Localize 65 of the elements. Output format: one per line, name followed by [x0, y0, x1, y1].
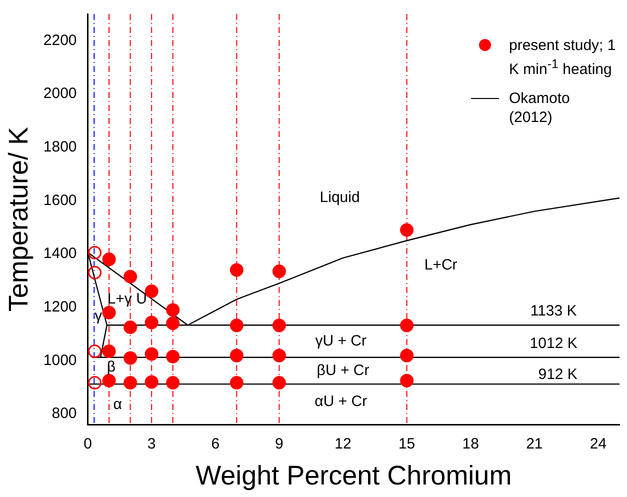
- point: [272, 264, 286, 278]
- point: [230, 376, 244, 390]
- y-axis-title: Temperature/ K: [4, 127, 34, 312]
- annotation: βU + Cr: [316, 362, 370, 379]
- point: [102, 344, 116, 358]
- point: [272, 376, 286, 390]
- point: [272, 318, 286, 332]
- y-tick-label: 1000: [43, 352, 77, 369]
- x-axis-title: Weight Percent Chromium: [196, 460, 512, 490]
- point: [124, 320, 138, 334]
- point: [88, 266, 102, 280]
- point: [88, 344, 102, 358]
- point: [166, 350, 180, 364]
- point: [144, 316, 158, 330]
- point: [166, 376, 180, 390]
- annotation: L+γ U: [107, 290, 147, 308]
- point: [124, 376, 138, 390]
- legend-label: Okamoto (2012): [509, 89, 571, 127]
- annotation: 912 K: [538, 366, 578, 384]
- point: [400, 318, 414, 332]
- point: [102, 252, 116, 266]
- x-tick-label: 18: [462, 436, 479, 453]
- y-tick-label: 1200: [43, 298, 77, 316]
- annotation: L+Cr: [424, 256, 458, 274]
- y-tick-label: 1800: [43, 138, 77, 156]
- point: [102, 374, 116, 388]
- y-tick-label: 1400: [43, 245, 77, 262]
- point: [88, 376, 102, 390]
- point: [230, 318, 244, 332]
- annotation: Liquid: [320, 189, 360, 206]
- annotation: γ: [94, 307, 103, 324]
- legend-label: present study; 1 K min$^{-1}$ heating: [509, 36, 617, 79]
- y-tick-label: 800: [52, 405, 77, 422]
- x-tick-label: 6: [211, 436, 220, 453]
- point: [144, 375, 158, 389]
- point: [102, 306, 116, 320]
- x-tick-label: 21: [526, 436, 543, 453]
- point: [400, 223, 414, 237]
- x-tick-label: 9: [275, 436, 284, 453]
- point: [272, 348, 286, 362]
- point: [166, 316, 180, 330]
- point: [400, 348, 414, 362]
- point: [400, 374, 414, 388]
- point: [124, 270, 138, 284]
- y-tick-label: 2000: [43, 85, 77, 102]
- point: [144, 284, 158, 298]
- annotation: αU + Cr: [314, 393, 368, 410]
- x-tick-label: 12: [334, 436, 352, 453]
- point: [166, 303, 180, 317]
- x-tick-label: 0: [84, 436, 92, 453]
- x-tick-label: 24: [590, 436, 607, 453]
- point: [230, 263, 244, 277]
- annotation: γU + Cr: [315, 332, 367, 350]
- y-tick-label: 1600: [43, 192, 77, 209]
- annotation: 1012 K: [530, 334, 578, 352]
- x-tick-label: 15: [398, 436, 416, 453]
- point: [88, 246, 102, 260]
- y-tick-label: 2200: [43, 32, 77, 49]
- point: [124, 351, 138, 365]
- annotation: β: [106, 358, 116, 376]
- annotation: 1133 K: [530, 302, 577, 320]
- annotation: α: [113, 396, 122, 414]
- point: [144, 347, 158, 361]
- point: [230, 348, 244, 362]
- x-tick-label: 3: [147, 436, 156, 453]
